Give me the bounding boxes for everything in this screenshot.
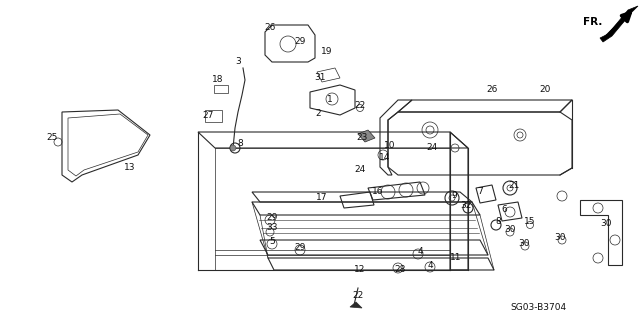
Text: 20: 20 xyxy=(540,85,550,94)
Text: SG03-B3704: SG03-B3704 xyxy=(510,302,566,311)
Text: 21: 21 xyxy=(508,181,520,189)
Text: 13: 13 xyxy=(124,164,136,173)
Text: 22: 22 xyxy=(353,291,364,300)
Polygon shape xyxy=(600,6,638,42)
Text: 22: 22 xyxy=(355,101,365,110)
Circle shape xyxy=(230,145,236,151)
Text: 25: 25 xyxy=(46,133,58,143)
Text: 31: 31 xyxy=(314,73,326,83)
Text: 5: 5 xyxy=(269,238,275,247)
Text: 10: 10 xyxy=(384,140,396,150)
Text: 29: 29 xyxy=(294,38,306,47)
Text: 17: 17 xyxy=(316,194,328,203)
Text: 9: 9 xyxy=(451,191,457,201)
Text: 33: 33 xyxy=(266,224,278,233)
Text: 29: 29 xyxy=(266,213,278,222)
Text: 16: 16 xyxy=(372,188,384,197)
Text: FR.: FR. xyxy=(583,17,602,27)
Text: 8: 8 xyxy=(237,138,243,147)
Polygon shape xyxy=(358,130,375,142)
Text: 26: 26 xyxy=(264,24,276,33)
Text: 7: 7 xyxy=(477,188,483,197)
Text: 28: 28 xyxy=(394,265,406,275)
Text: 18: 18 xyxy=(212,76,224,85)
Text: 2: 2 xyxy=(315,108,321,117)
Text: 23: 23 xyxy=(356,133,368,143)
Text: 19: 19 xyxy=(321,48,333,56)
Text: 1: 1 xyxy=(327,95,333,105)
Text: 3: 3 xyxy=(235,57,241,66)
Polygon shape xyxy=(350,302,362,308)
Text: 6: 6 xyxy=(501,205,507,214)
Text: 30: 30 xyxy=(518,239,530,248)
Text: 4: 4 xyxy=(417,248,423,256)
Text: 8: 8 xyxy=(495,218,501,226)
Text: 30: 30 xyxy=(504,226,516,234)
Text: 24: 24 xyxy=(355,166,365,174)
Text: 30: 30 xyxy=(600,219,612,228)
Text: 15: 15 xyxy=(524,218,536,226)
Text: 32: 32 xyxy=(460,201,472,210)
Text: 29: 29 xyxy=(294,243,306,253)
Text: 4: 4 xyxy=(427,261,433,270)
Text: 26: 26 xyxy=(486,85,498,94)
Text: 27: 27 xyxy=(202,110,214,120)
Text: 11: 11 xyxy=(451,254,461,263)
Text: 12: 12 xyxy=(355,265,365,275)
Text: 24: 24 xyxy=(426,144,438,152)
Text: 30: 30 xyxy=(554,234,566,242)
Text: 14: 14 xyxy=(380,153,390,162)
